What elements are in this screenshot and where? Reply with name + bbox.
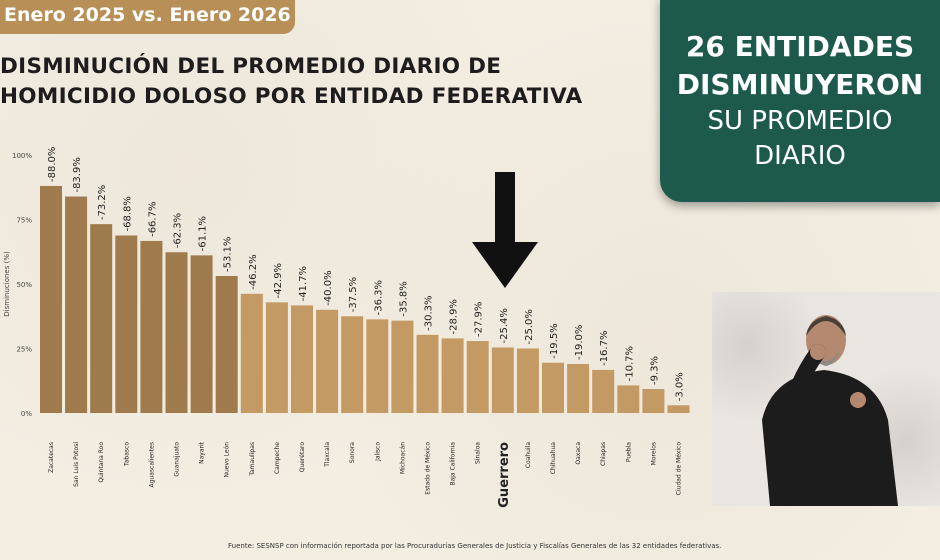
bar [642, 389, 665, 413]
data-label: -68.8% [122, 196, 133, 231]
bar [40, 185, 62, 413]
bar [567, 363, 590, 413]
x-tick-label: Michoacán [399, 442, 406, 474]
data-label: -53.1% [223, 237, 234, 272]
bar [115, 235, 138, 413]
bar [341, 316, 364, 413]
y-tick-label: 0% [21, 410, 32, 418]
x-tick-label: Puebla [625, 442, 632, 462]
data-label: -25.0% [524, 309, 535, 344]
y-axis-label: Disminuciones (%) [3, 251, 11, 317]
x-tick-label: Sonora [349, 442, 356, 463]
x-tick-label: Tamaulipas [249, 442, 256, 477]
summary-line2: DISMINUYERON [676, 68, 924, 101]
chart-title-line2: HOMICIDIO DOLOSO POR ENTIDAD FEDERATIVA [0, 84, 583, 109]
x-tick-label: Querétaro [299, 442, 306, 473]
x-tick-label: Zacatecas [48, 442, 55, 473]
source-note: Fuente: SESNSP con información reportada… [228, 542, 722, 550]
bar [190, 255, 213, 413]
bar [491, 347, 514, 413]
data-label: -73.2% [97, 185, 108, 220]
data-label: -3.0% [675, 372, 686, 401]
bar [391, 320, 414, 413]
summary-line3: SU PROMEDIO [707, 106, 893, 136]
bar [316, 309, 339, 413]
data-label: -25.4% [499, 308, 510, 343]
x-tick-label: Sinaloa [475, 442, 482, 464]
data-label: -9.3% [649, 356, 660, 385]
y-tick-label: 100% [12, 152, 32, 160]
x-tick-label: Chihuahua [550, 442, 557, 475]
data-label: -35.8% [398, 281, 409, 316]
data-label: -37.5% [348, 277, 359, 312]
data-label: -16.7% [599, 331, 610, 366]
chart-title: DISMINUCIÓN DEL PROMEDIO DIARIO DE HOMIC… [0, 52, 583, 112]
bar [240, 293, 263, 413]
bar [667, 405, 690, 413]
bar [65, 196, 88, 413]
data-label: -30.3% [424, 295, 435, 330]
data-label: -40.0% [323, 270, 334, 305]
bar [140, 240, 163, 413]
x-tick-label-highlight: Guerrero [497, 442, 512, 508]
summary-card: 26 ENTIDADES DISMINUYERON SU PROMEDIO DI… [660, 0, 940, 202]
chart-title-line1: DISMINUCIÓN DEL PROMEDIO DIARIO DE [0, 54, 502, 79]
data-label: -62.3% [173, 213, 184, 248]
interpreter-figure [762, 315, 898, 506]
x-tick-label: San Luis Potosí [73, 442, 80, 487]
data-label: -42.9% [273, 263, 284, 298]
period-tag: Enero 2025 vs. Enero 2026 [0, 0, 295, 34]
bar [466, 341, 489, 413]
x-tick-label: Jalisco [374, 442, 381, 462]
x-tick-label: Guanajuato [174, 442, 181, 477]
bar [416, 334, 439, 413]
x-tick-label: Quintana Roo [98, 442, 105, 483]
bar [90, 224, 113, 413]
x-tick-label: Aguascalientes [148, 442, 155, 488]
bar [592, 369, 615, 413]
x-tick-label: Nayarit [199, 441, 206, 464]
y-tick-label: 50% [16, 281, 32, 289]
sign-language-interpreter [712, 292, 940, 506]
data-label: -28.9% [449, 299, 460, 334]
down-arrow-icon [472, 172, 538, 288]
x-tick-label: Oaxaca [575, 442, 582, 465]
bar [516, 348, 539, 413]
summary-line4: DIARIO [754, 141, 846, 171]
bar [542, 362, 564, 413]
bar-chart: Disminuciones (%) 0% 25% 50% 75% 100% -88.0% Za… [3, 147, 690, 508]
data-label: -19.5% [549, 323, 560, 358]
bar [617, 385, 640, 413]
data-label: -61.1% [198, 216, 209, 251]
x-tick-label: Coahuila [525, 442, 532, 468]
x-tick-label: Baja California [450, 442, 457, 486]
x-tick-label: Morelos [650, 442, 657, 465]
y-tick-label: 25% [16, 346, 32, 354]
x-tick-label: Tlaxcala [324, 442, 331, 468]
data-label: -66.7% [147, 202, 158, 237]
x-tick-label: Estado de México [425, 442, 432, 495]
data-label: -36.3% [373, 280, 384, 315]
data-label: -27.9% [474, 302, 485, 337]
data-label: -46.2% [248, 254, 259, 289]
bar [366, 319, 389, 413]
summary-line1: 26 ENTIDADES [685, 30, 915, 63]
x-tick-label: Tabasco [123, 442, 130, 467]
y-tick-label: 75% [16, 217, 32, 225]
bar [215, 276, 238, 413]
data-label: -88.0% [47, 147, 58, 182]
bar [441, 338, 464, 413]
data-label: -10.7% [624, 346, 635, 381]
data-label: -83.9% [72, 157, 83, 192]
x-tick-label: Campeche [274, 442, 281, 474]
bar [291, 305, 313, 413]
data-label: -41.7% [298, 266, 309, 301]
x-tick-label: Ciudad de México [676, 442, 683, 496]
bar [265, 302, 288, 413]
data-label: -19.0% [574, 325, 585, 360]
bar [165, 252, 188, 413]
x-tick-label: Chiapas [600, 442, 607, 466]
x-tick-label: Nuevo León [224, 442, 231, 478]
